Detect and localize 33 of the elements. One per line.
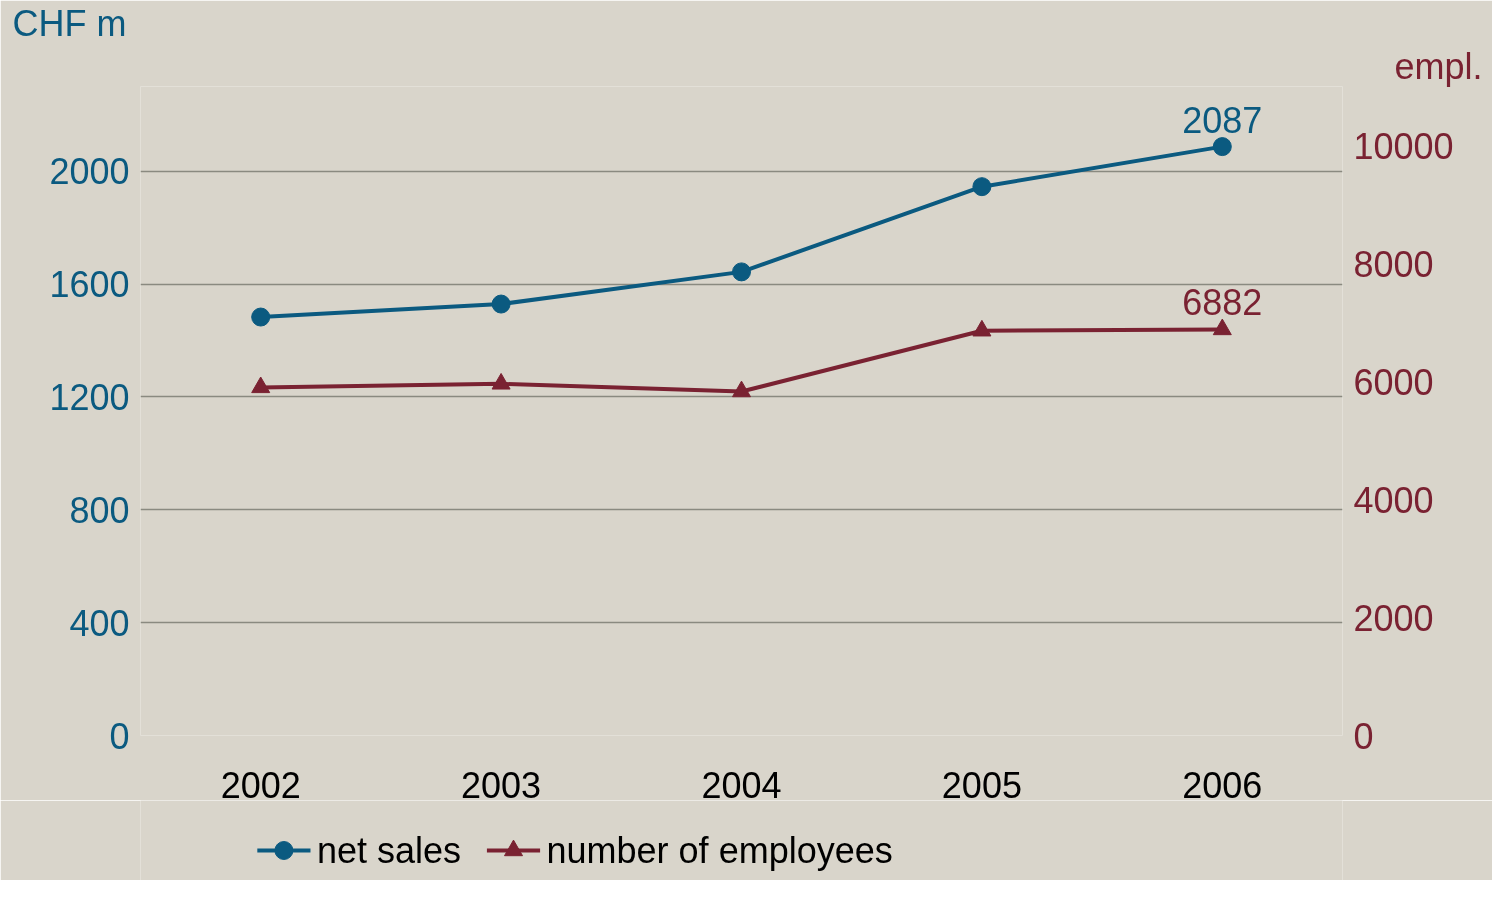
y2-tick-label: 6000 bbox=[1353, 361, 1434, 403]
legend-label: number of employees bbox=[546, 830, 893, 871]
y-tick-label: 400 bbox=[69, 602, 130, 644]
y2-tick-label: 2000 bbox=[1353, 597, 1434, 639]
point bbox=[1212, 318, 1232, 336]
y-tick-label: 0 bbox=[109, 715, 130, 757]
x-tick-label: 2006 bbox=[1182, 764, 1263, 806]
x-tick-label: 2003 bbox=[461, 764, 542, 806]
y2-tick-label: 4000 bbox=[1353, 479, 1434, 521]
y2-tick-label: 0 bbox=[1353, 715, 1374, 757]
x-tick-label: 2005 bbox=[941, 764, 1022, 806]
y-tick-label: 800 bbox=[69, 489, 130, 531]
point bbox=[251, 376, 271, 394]
point bbox=[732, 262, 751, 282]
x-tick-label: 2004 bbox=[701, 764, 782, 806]
point bbox=[732, 380, 751, 398]
data-label: 6882 bbox=[1182, 282, 1263, 324]
y2-tick-label: 8000 bbox=[1353, 243, 1434, 285]
data-label: 2087 bbox=[1182, 99, 1263, 141]
point bbox=[251, 307, 271, 327]
y2-axis-title: empl. bbox=[1394, 45, 1483, 87]
y-tick-label: 1200 bbox=[49, 376, 130, 418]
point bbox=[972, 177, 992, 197]
point bbox=[972, 319, 992, 337]
point bbox=[1212, 137, 1232, 157]
y-tick-label: 1600 bbox=[49, 264, 130, 306]
point bbox=[491, 294, 511, 314]
y-tick-label: 2000 bbox=[49, 151, 130, 193]
y-axis-title: CHF m bbox=[12, 2, 127, 44]
y2-tick-label: 10000 bbox=[1353, 125, 1454, 167]
legend-label: net sales bbox=[316, 830, 462, 871]
x-tick-label: 2002 bbox=[220, 764, 301, 806]
point bbox=[491, 372, 511, 390]
